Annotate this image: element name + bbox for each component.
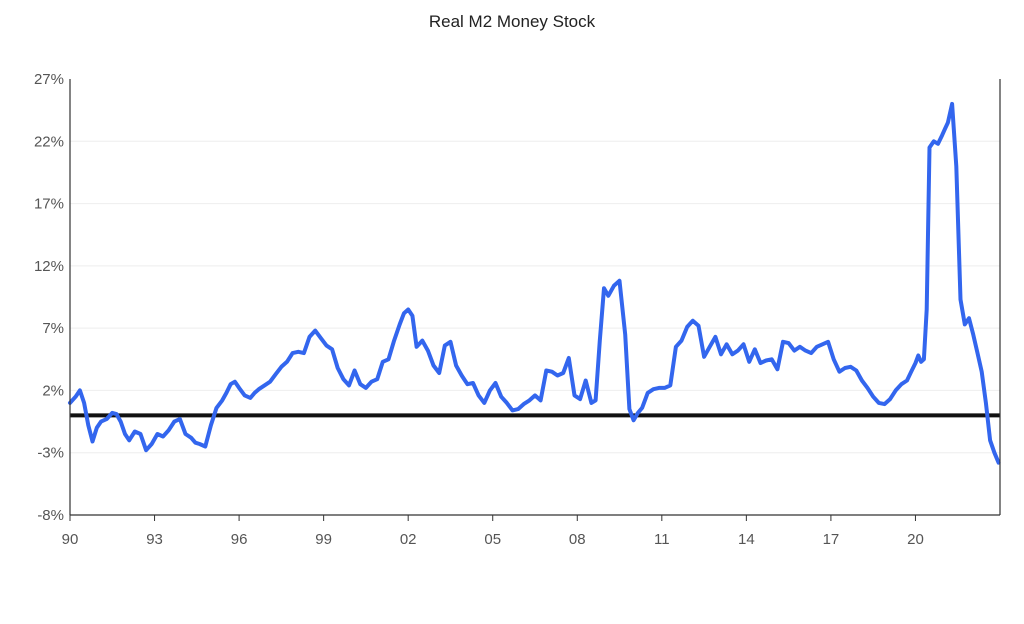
- x-tick-label: 17: [823, 531, 840, 548]
- x-tick-label: 20: [907, 531, 924, 548]
- axes: [69, 79, 1001, 521]
- x-tick-label: 93: [146, 531, 163, 548]
- y-tick-label: 2%: [42, 382, 64, 399]
- x-tick-labels: 90 93 96 99 02 05 08 11 14 17 20: [62, 531, 924, 548]
- y-tick-label: -3%: [37, 445, 64, 462]
- x-tick-label: 05: [484, 531, 501, 548]
- x-tick-label: 99: [315, 531, 332, 548]
- series-layer: [68, 101, 1001, 465]
- y-tick-label: 12%: [34, 258, 64, 275]
- y-tick-labels: 27% 22% 17% 12% 7% 2% -3% -8%: [34, 71, 64, 524]
- x-tick-label: 14: [738, 531, 755, 548]
- y-tick-label: -8%: [37, 507, 64, 524]
- y-tick-label: 27%: [34, 71, 64, 88]
- x-tick-label: 08: [569, 531, 586, 548]
- x-tick-label: 11: [654, 531, 670, 548]
- gridlines: [70, 140, 1000, 454]
- chart-title: Real M2 Money Stock: [428, 12, 596, 31]
- x-tick-label: 90: [62, 531, 79, 548]
- x-tick-label: 02: [400, 531, 417, 548]
- y-tick-label: 7%: [42, 320, 64, 337]
- y-tick-label: 22%: [34, 133, 64, 150]
- series-line: [68, 101, 1001, 465]
- x-tick-label: 96: [231, 531, 248, 548]
- y-tick-label: 17%: [34, 196, 64, 213]
